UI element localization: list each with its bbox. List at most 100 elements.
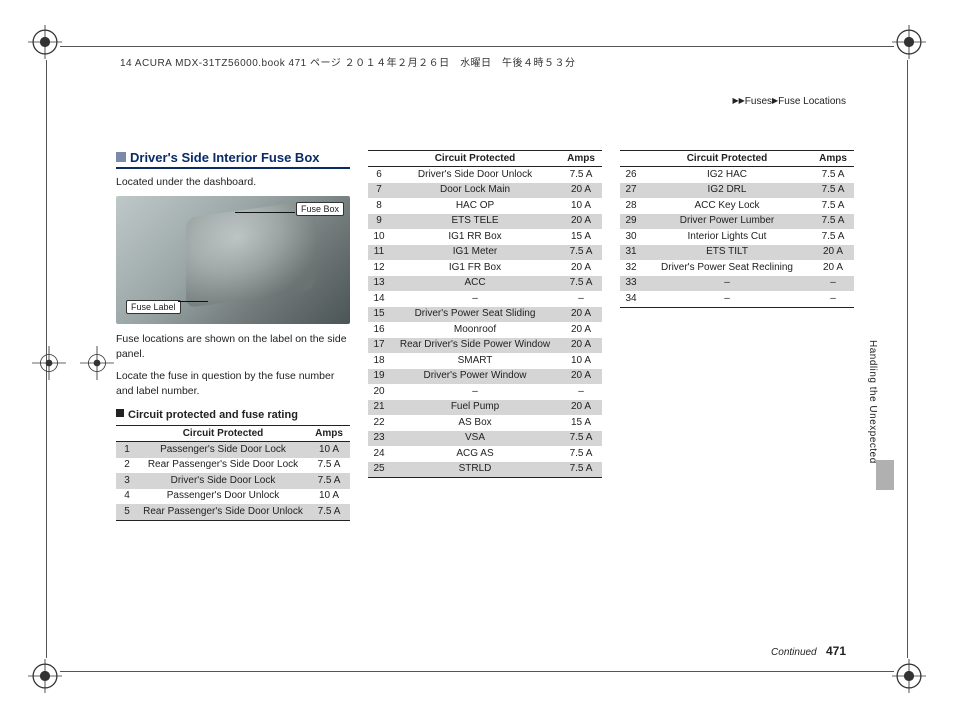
breadcrumb: ▶▶Fuses▶Fuse Locations: [732, 96, 846, 107]
cell-circuit: STRLD: [390, 462, 560, 478]
cell-amps: 7.5 A: [560, 276, 602, 292]
table-row: 27IG2 DRL7.5 A: [620, 183, 854, 199]
cell-amps: –: [560, 384, 602, 400]
cell-circuit: Fuel Pump: [390, 400, 560, 416]
cell-amps: –: [560, 291, 602, 307]
cell-circuit: IG1 FR Box: [390, 260, 560, 276]
cell-num: 21: [368, 400, 390, 416]
cell-num: 5: [116, 504, 138, 520]
cell-num: 15: [368, 307, 390, 323]
table-row: 22AS Box15 A: [368, 415, 602, 431]
cell-num: 27: [620, 183, 642, 199]
callout-fusebox: Fuse Box: [296, 202, 344, 216]
cell-amps: 20 A: [560, 260, 602, 276]
cell-num: 29: [620, 214, 642, 230]
cell-circuit: Driver's Power Seat Sliding: [390, 307, 560, 323]
cell-num: 30: [620, 229, 642, 245]
page-number: 471: [826, 644, 846, 658]
cell-num: 17: [368, 338, 390, 354]
breadcrumb-a: Fuses: [745, 96, 772, 107]
fusebox-diagram: Fuse Box Fuse Label: [116, 196, 350, 324]
cell-circuit: –: [642, 291, 812, 307]
table-row: 25STRLD7.5 A: [368, 462, 602, 478]
table-row: 21Fuel Pump20 A: [368, 400, 602, 416]
table-row: 4Passenger's Door Unlock10 A: [116, 489, 350, 505]
table-row: 19Driver's Power Window20 A: [368, 369, 602, 385]
table-row: 28ACC Key Lock7.5 A: [620, 198, 854, 214]
cell-circuit: Interior Lights Cut: [642, 229, 812, 245]
table-row: 9ETS TELE20 A: [368, 214, 602, 230]
cell-amps: 15 A: [560, 229, 602, 245]
th-amps: Amps: [560, 151, 602, 167]
cell-amps: 20 A: [560, 369, 602, 385]
cell-num: 31: [620, 245, 642, 261]
table-row: 17Rear Driver's Side Power Window20 A: [368, 338, 602, 354]
table-row: 30Interior Lights Cut7.5 A: [620, 229, 854, 245]
intro-text: Located under the dashboard.: [116, 175, 350, 190]
column-1: Driver's Side Interior Fuse Box Located …: [116, 150, 350, 521]
column-3: Circuit Protected Amps 26IG2 HAC7.5 A27I…: [620, 150, 854, 308]
table-row: 1Passenger's Side Door Lock10 A: [116, 442, 350, 458]
table-row: 8HAC OP10 A: [368, 198, 602, 214]
cell-amps: 15 A: [560, 415, 602, 431]
cell-amps: 10 A: [308, 489, 350, 505]
cell-amps: 7.5 A: [812, 229, 854, 245]
cell-num: 9: [368, 214, 390, 230]
th-circuit: Circuit Protected: [642, 151, 812, 167]
cell-circuit: VSA: [390, 431, 560, 447]
cell-circuit: Rear Passenger's Side Door Lock: [138, 458, 308, 474]
cell-circuit: Door Lock Main: [390, 183, 560, 199]
th-blank: [368, 151, 390, 167]
table-row: 12IG1 FR Box20 A: [368, 260, 602, 276]
cell-amps: 20 A: [560, 338, 602, 354]
cell-circuit: ETS TILT: [642, 245, 812, 261]
table-row: 7Door Lock Main20 A: [368, 183, 602, 199]
cell-num: 3: [116, 473, 138, 489]
cell-circuit: Passenger's Side Door Lock: [138, 442, 308, 458]
registration-mark-br: [892, 659, 926, 693]
th-amps: Amps: [308, 426, 350, 442]
table-row: 31ETS TILT20 A: [620, 245, 854, 261]
fuse-table-1: Circuit Protected Amps 1Passenger's Side…: [116, 425, 350, 521]
table-row: 20––: [368, 384, 602, 400]
table-row: 24ACG AS7.5 A: [368, 446, 602, 462]
page-footer: Continued 471: [771, 644, 846, 658]
fuse-table-2: Circuit Protected Amps 6Driver's Side Do…: [368, 150, 602, 478]
callout-fuselabel: Fuse Label: [126, 300, 181, 314]
column-2: Circuit Protected Amps 6Driver's Side Do…: [368, 150, 602, 478]
crop-line-right: [907, 60, 908, 658]
cell-amps: 7.5 A: [308, 504, 350, 520]
cell-num: 23: [368, 431, 390, 447]
cell-amps: 7.5 A: [560, 446, 602, 462]
cell-num: 19: [368, 369, 390, 385]
desc-1: Fuse locations are shown on the label on…: [116, 332, 350, 362]
cell-num: 20: [368, 384, 390, 400]
cell-amps: 20 A: [812, 245, 854, 261]
cell-amps: 20 A: [560, 214, 602, 230]
cell-num: 24: [368, 446, 390, 462]
table-row: 6Driver's Side Door Unlock7.5 A: [368, 167, 602, 183]
crop-line-top: [60, 46, 894, 47]
cell-circuit: Rear Driver's Side Power Window: [390, 338, 560, 354]
cell-amps: 20 A: [812, 260, 854, 276]
registration-mark-bl: [28, 659, 62, 693]
cell-num: 28: [620, 198, 642, 214]
table-row: 5Rear Passenger's Side Door Unlock7.5 A: [116, 504, 350, 520]
section-title-text: Driver's Side Interior Fuse Box: [130, 150, 319, 165]
cell-num: 1: [116, 442, 138, 458]
cell-circuit: Rear Passenger's Side Door Unlock: [138, 504, 308, 520]
cell-amps: 7.5 A: [560, 245, 602, 261]
cell-circuit: IG1 RR Box: [390, 229, 560, 245]
cell-num: 7: [368, 183, 390, 199]
table-row: 11IG1 Meter7.5 A: [368, 245, 602, 261]
cell-num: 26: [620, 167, 642, 183]
registration-mark-tl: [28, 25, 62, 59]
table-subhead: Circuit protected and fuse rating: [116, 409, 350, 421]
cell-amps: 20 A: [560, 307, 602, 323]
crop-line-bottom: [60, 671, 894, 672]
cell-circuit: –: [642, 276, 812, 292]
cell-amps: 7.5 A: [812, 198, 854, 214]
cell-num: 13: [368, 276, 390, 292]
cell-circuit: Passenger's Door Unlock: [138, 489, 308, 505]
cell-amps: 10 A: [560, 198, 602, 214]
